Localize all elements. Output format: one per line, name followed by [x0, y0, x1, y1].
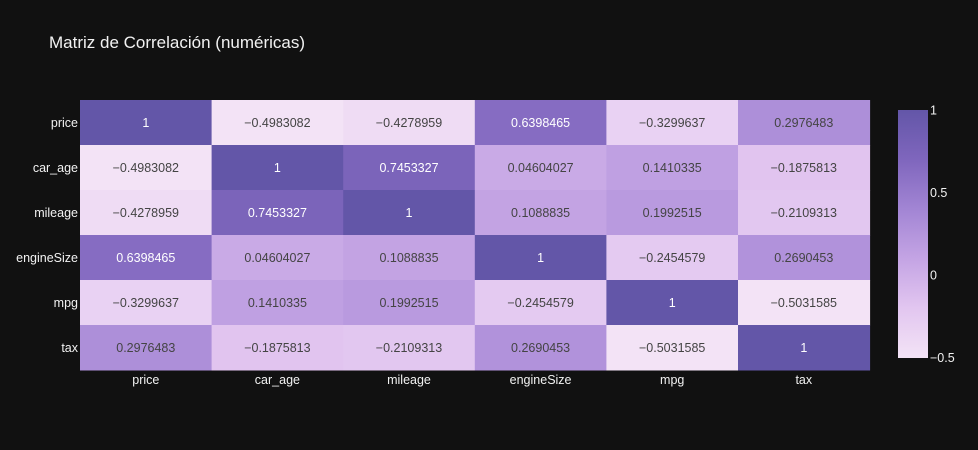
x-tick-label: engineSize	[510, 373, 572, 387]
colorbar-tick-label: 1	[930, 104, 937, 118]
cell-value-label: 0.1088835	[511, 206, 570, 220]
cell-value-label: 1	[537, 251, 544, 265]
cell-value-label: 0.1410335	[643, 161, 702, 175]
cell-value-label: −0.4278959	[376, 116, 442, 130]
y-tick-label: price	[51, 116, 78, 130]
heatmap-cell	[738, 100, 871, 146]
heatmap-cell	[211, 325, 344, 371]
heatmap-cell	[343, 280, 476, 326]
heatmap-cell	[211, 145, 344, 191]
heatmap-cell	[343, 190, 476, 236]
cell-value-label: 0.04604027	[508, 161, 574, 175]
cell-value-label: −0.3299637	[113, 296, 179, 310]
heatmap-cell	[738, 190, 871, 236]
heatmap-cell	[343, 325, 476, 371]
heatmap-cell	[606, 190, 739, 236]
cell-value-label: 1	[800, 341, 807, 355]
heatmap-cell	[80, 235, 213, 281]
heatmap-cell	[606, 325, 739, 371]
cell-value-label: −0.4278959	[113, 206, 179, 220]
heatmap-cell	[343, 235, 476, 281]
y-tick-label: car_age	[33, 161, 78, 175]
x-tick-label: mpg	[660, 373, 684, 387]
cell-value-label: 1	[274, 161, 281, 175]
heatmap-cell	[606, 235, 739, 281]
heatmap-cell	[606, 145, 739, 191]
heatmap-cell	[606, 100, 739, 146]
cell-value-label: 0.2976483	[116, 341, 175, 355]
cell-value-label: 0.1088835	[379, 251, 438, 265]
heatmap-cell	[738, 235, 871, 281]
heatmap-cell	[211, 235, 344, 281]
cell-value-label: −0.4983082	[244, 116, 310, 130]
x-tick-label: mileage	[387, 373, 431, 387]
colorbar-tick-label: 0	[930, 268, 937, 282]
heatmap-cell	[474, 280, 607, 326]
cell-value-label: −0.3299637	[639, 116, 705, 130]
heatmap-cell	[738, 145, 871, 191]
heatmap-cell	[738, 325, 871, 371]
cell-value-label: 0.1410335	[248, 296, 307, 310]
cell-value-label: −0.2109313	[376, 341, 442, 355]
cell-value-label: −0.2454579	[639, 251, 705, 265]
cell-value-label: 0.7453327	[379, 161, 438, 175]
cell-value-label: 0.6398465	[116, 251, 175, 265]
heatmap-cell	[474, 235, 607, 281]
cell-value-label: −0.4983082	[113, 161, 179, 175]
heatmap-cell	[343, 100, 476, 146]
colorbar-gradient	[898, 110, 928, 358]
cell-value-label: 0.04604027	[244, 251, 310, 265]
cell-value-label: 0.2976483	[774, 116, 833, 130]
colorbar-tick-label: −0.5	[930, 351, 955, 365]
cell-value-label: −0.5031585	[639, 341, 705, 355]
cell-value-label: −0.2109313	[771, 206, 837, 220]
x-tick-label: price	[132, 373, 159, 387]
x-tick-label: car_age	[255, 373, 300, 387]
x-tick-label: tax	[795, 373, 812, 387]
heatmap-cell	[474, 145, 607, 191]
cell-value-label: 1	[406, 206, 413, 220]
cell-value-label: 0.6398465	[511, 116, 570, 130]
heatmap-cell	[738, 280, 871, 326]
colorbar-tick-label: 0.5	[930, 186, 947, 200]
heatmap-cell	[80, 280, 213, 326]
heatmap-cell	[80, 325, 213, 371]
cell-value-label: 0.7453327	[248, 206, 307, 220]
heatmap-cell	[343, 145, 476, 191]
cell-value-label: −0.1875813	[244, 341, 310, 355]
cell-value-label: 0.2690453	[774, 251, 833, 265]
heatmap-cell	[211, 100, 344, 146]
heatmap-cell	[211, 280, 344, 326]
y-tick-label: mpg	[54, 296, 78, 310]
heatmap-cell	[606, 280, 739, 326]
colorbar: 1 0.5 0 −0.5	[898, 104, 955, 365]
chart-title: Matriz de Correlación (numéricas)	[49, 33, 306, 52]
cell-value-label: 0.1992515	[379, 296, 438, 310]
heatmap-cell	[211, 190, 344, 236]
heatmap-cell	[474, 100, 607, 146]
heatmap-cell	[80, 190, 213, 236]
cell-value-label: 1	[142, 116, 149, 130]
cell-value-label: 1	[669, 296, 676, 310]
heatmap-cell	[474, 190, 607, 236]
y-tick-label: mileage	[34, 206, 78, 220]
heatmap-cell	[80, 100, 213, 146]
cell-value-label: −0.5031585	[771, 296, 837, 310]
heatmap-cell	[474, 325, 607, 371]
heatmap-cells: 1 −0.4983082 −0.4278959 0.6398465 −0.3299637…	[80, 100, 871, 371]
y-tick-label: engineSize	[16, 251, 78, 265]
cell-value-label: −0.1875813	[771, 161, 837, 175]
cell-value-label: 0.1992515	[643, 206, 702, 220]
x-axis-ticks: price car_age mileage engineSize mpg tax	[132, 373, 813, 387]
heatmap-cell	[80, 145, 213, 191]
y-tick-label: tax	[61, 341, 78, 355]
cell-value-label: −0.2454579	[507, 296, 573, 310]
cell-value-label: 0.2690453	[511, 341, 570, 355]
